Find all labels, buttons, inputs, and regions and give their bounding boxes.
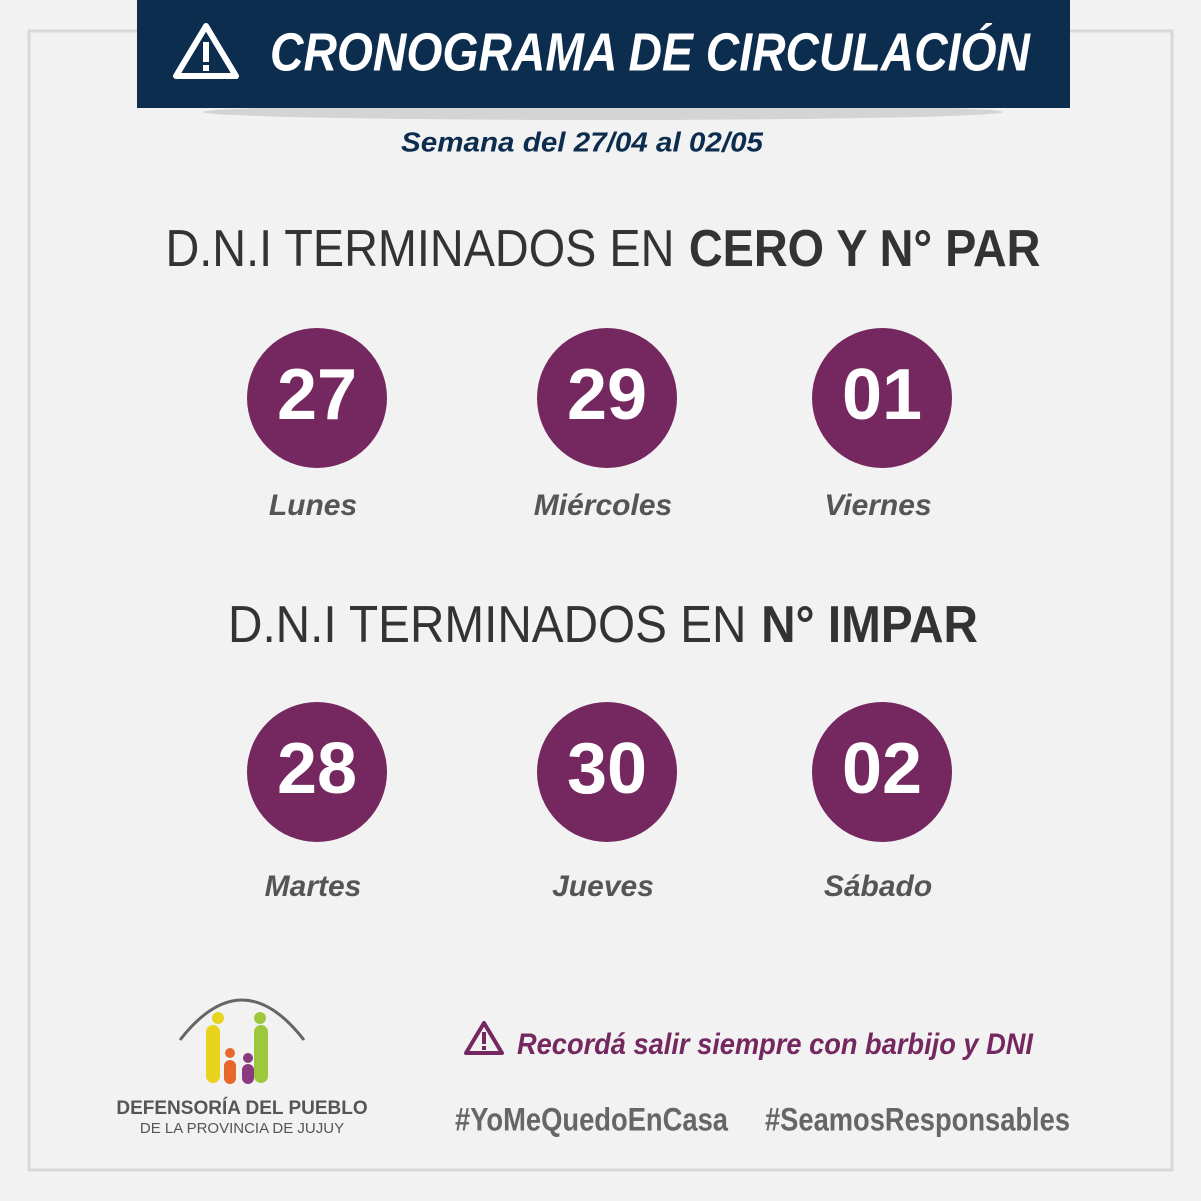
heading-text: D.N.I TERMINADOS EN <box>166 220 675 278</box>
group-heading: D.N.I TERMINADOS ENCERO Y N° PAR <box>166 220 1041 278</box>
day-name: Miércoles <box>534 489 672 522</box>
date: 29 <box>567 355 647 435</box>
date-circle <box>812 328 952 468</box>
group-heading: D.N.I TERMINADOS EN N° IMPAR <box>228 596 978 654</box>
day-name: Jueves <box>552 870 654 903</box>
date: 27 <box>277 355 357 435</box>
date-circle <box>537 328 677 468</box>
hashtag: #YoMeQuedoEnCasa <box>455 1101 728 1137</box>
hashtag: #SeamosResponsables <box>765 1101 1070 1137</box>
day-name: Martes <box>265 870 362 903</box>
day-name: Lunes <box>269 489 357 522</box>
heading-bold: N° IMPAR <box>761 596 978 654</box>
org-name: DEFENSORÍA DEL PUEBLO <box>116 1097 367 1119</box>
date-circle <box>812 702 952 842</box>
warning-icon <box>173 23 239 79</box>
date-circle <box>247 328 387 468</box>
day-name: Viernes <box>824 489 931 522</box>
title: CRONOGRAMA DE CIRCULACIÓN <box>270 22 1031 82</box>
reminder-icon <box>464 1021 504 1055</box>
date-circle <box>537 702 677 842</box>
logo <box>178 998 306 1084</box>
heading-bold: CERO Y N° PAR <box>689 220 1041 278</box>
day-name: Sábado <box>824 870 932 903</box>
header-bar <box>137 0 1070 108</box>
date: 28 <box>277 729 357 809</box>
date: 02 <box>842 729 922 809</box>
heading-text: D.N.I TERMINADOS EN <box>228 596 746 654</box>
subtitle: Semana del 27/04 al 02/05 <box>401 126 763 157</box>
reminder: Recordá salir siempre con barbijo y DNI <box>517 1028 1034 1061</box>
date: 30 <box>567 729 647 809</box>
date: 01 <box>842 355 922 435</box>
org-region: DE LA PROVINCIA DE JUJUY <box>140 1120 344 1137</box>
date-circle <box>247 702 387 842</box>
